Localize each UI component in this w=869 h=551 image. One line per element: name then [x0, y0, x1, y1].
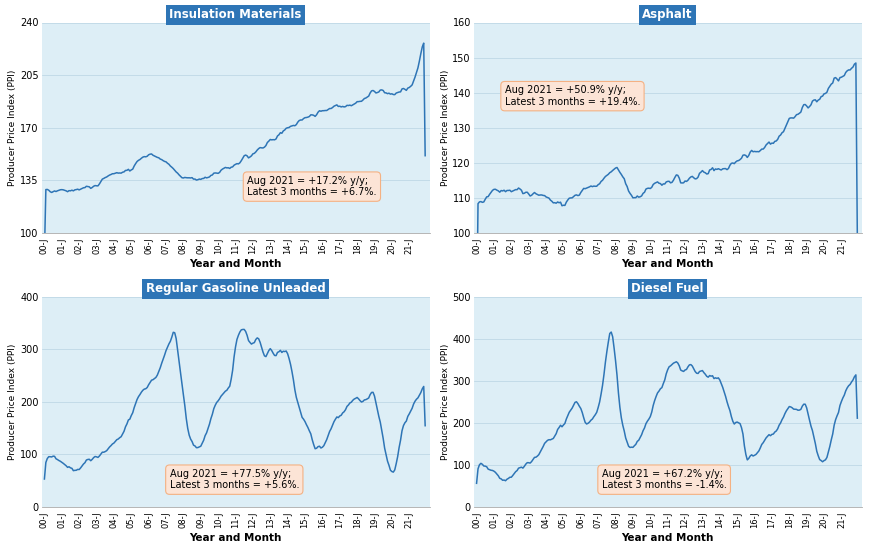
Title: Regular Gasoline Unleaded: Regular Gasoline Unleaded — [145, 283, 325, 295]
Text: Aug 2021 = +77.5% y/y;
Latest 3 months = +5.6%.: Aug 2021 = +77.5% y/y; Latest 3 months =… — [169, 469, 299, 490]
Y-axis label: Producer Price Index (PPI): Producer Price Index (PPI) — [440, 69, 449, 186]
X-axis label: Year and Month: Year and Month — [189, 258, 282, 268]
Text: Aug 2021 = +50.9% y/y;
Latest 3 months = +19.4%.: Aug 2021 = +50.9% y/y; Latest 3 months =… — [504, 85, 640, 107]
Title: Diesel Fuel: Diesel Fuel — [631, 283, 703, 295]
X-axis label: Year and Month: Year and Month — [189, 533, 282, 543]
X-axis label: Year and Month: Year and Month — [620, 533, 713, 543]
Y-axis label: Producer Price Index (PPI): Producer Price Index (PPI) — [9, 69, 17, 186]
Y-axis label: Producer Price Index (PPI): Producer Price Index (PPI) — [440, 344, 449, 460]
Text: Aug 2021 = +17.2% y/y;
Latest 3 months = +6.7%.: Aug 2021 = +17.2% y/y; Latest 3 months =… — [247, 176, 376, 197]
Text: Aug 2021 = +67.2% y/y;
Latest 3 months = -1.4%.: Aug 2021 = +67.2% y/y; Latest 3 months =… — [601, 469, 726, 490]
Y-axis label: Producer Price Index (PPI): Producer Price Index (PPI) — [9, 344, 17, 460]
Title: Asphalt: Asphalt — [641, 8, 692, 21]
X-axis label: Year and Month: Year and Month — [620, 258, 713, 268]
Title: Insulation Materials: Insulation Materials — [169, 8, 302, 21]
